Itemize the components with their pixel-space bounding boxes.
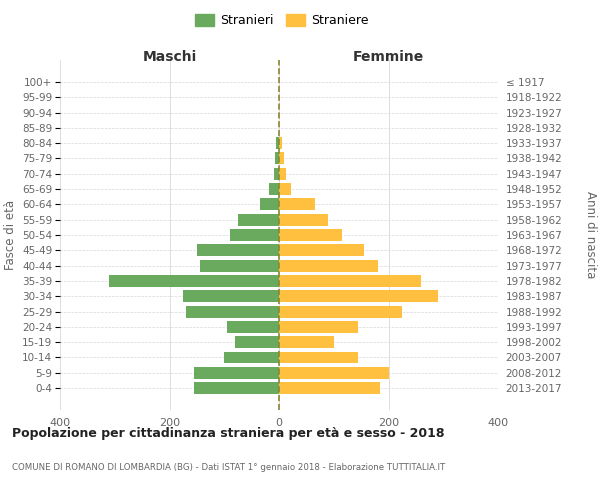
Bar: [109, 275, 279, 287]
Bar: [279, 336, 334, 348]
Bar: [194, 367, 279, 379]
Bar: [279, 198, 314, 210]
Bar: [279, 137, 282, 149]
Legend: Stranieri, Straniere: Stranieri, Straniere: [190, 8, 374, 32]
Bar: [279, 352, 358, 364]
Bar: [279, 229, 342, 241]
Bar: [274, 168, 279, 179]
Bar: [235, 336, 279, 348]
Bar: [279, 168, 286, 179]
Bar: [279, 367, 389, 379]
Bar: [224, 352, 279, 364]
Bar: [200, 260, 279, 272]
Text: Popolazione per cittadinanza straniera per età e sesso - 2018: Popolazione per cittadinanza straniera p…: [12, 428, 445, 440]
Text: Anni di nascita: Anni di nascita: [584, 192, 597, 278]
Bar: [194, 382, 279, 394]
Y-axis label: Fasce di età: Fasce di età: [4, 200, 17, 270]
Bar: [279, 152, 284, 164]
Bar: [238, 214, 279, 226]
Bar: [279, 382, 380, 394]
Bar: [279, 306, 402, 318]
Bar: [260, 198, 279, 210]
Bar: [279, 244, 364, 256]
Bar: [227, 321, 279, 333]
Bar: [275, 152, 279, 164]
Text: COMUNE DI ROMANO DI LOMBARDIA (BG) - Dati ISTAT 1° gennaio 2018 - Elaborazione T: COMUNE DI ROMANO DI LOMBARDIA (BG) - Dat…: [12, 462, 445, 471]
Bar: [279, 290, 438, 302]
Bar: [279, 275, 421, 287]
Bar: [279, 321, 358, 333]
Bar: [197, 244, 279, 256]
Bar: [183, 290, 279, 302]
Bar: [186, 306, 279, 318]
Bar: [230, 229, 279, 241]
Text: Maschi: Maschi: [142, 50, 197, 64]
Bar: [276, 137, 279, 149]
Bar: [279, 260, 377, 272]
Bar: [279, 214, 328, 226]
Bar: [279, 183, 291, 195]
Bar: [269, 183, 279, 195]
Text: Femmine: Femmine: [353, 50, 424, 64]
